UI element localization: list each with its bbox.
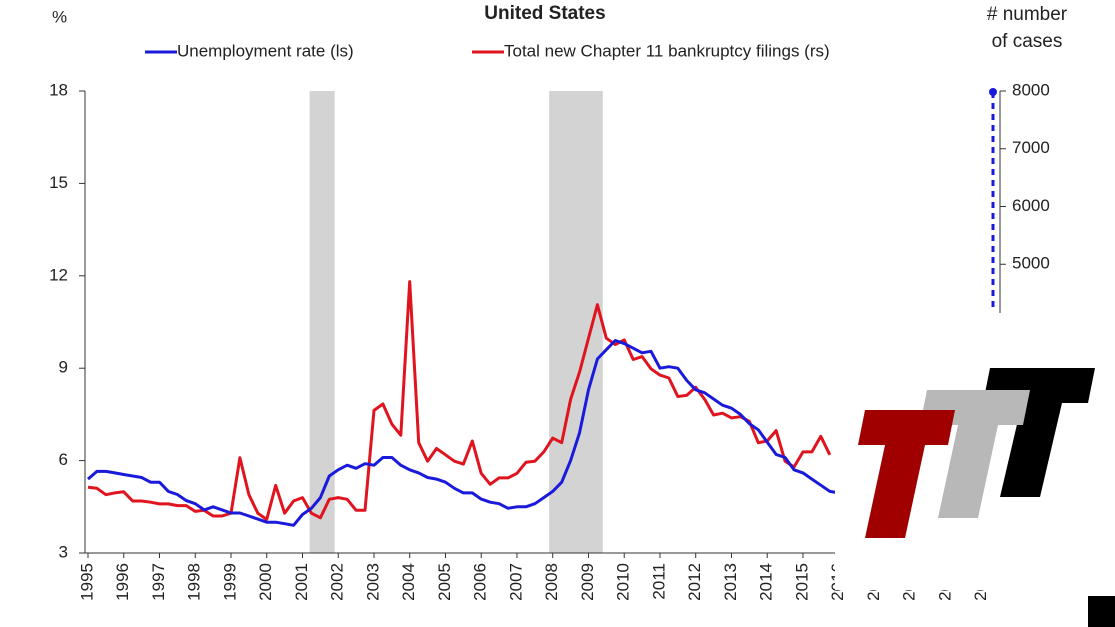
y2-tick-label: 8000 [1012,80,1050,99]
x-tick-label: 2010 [614,563,633,601]
x-tick-label: 2000 [256,563,275,601]
x-tick-label: 2002 [328,563,347,601]
x-tick-label: 2003 [363,563,382,601]
decoration [989,88,997,96]
x-tick-label: 2015 [792,563,811,601]
x-tick-label: 1995 [77,563,96,601]
logo [835,313,1115,627]
x-tick-label: 2005 [435,563,454,601]
y-tick-label: 12 [49,265,68,284]
x-tick-label: 2007 [506,563,525,601]
x-tick-label: 2011 [649,563,668,600]
y-tick-label: 3 [59,542,68,561]
y-tick-label: 18 [49,80,68,99]
x-tick-label: 1998 [185,563,204,601]
y-tick-label: 6 [59,450,68,469]
y-tick-label: 15 [49,173,68,192]
legend-label: Total new Chapter 11 bankruptcy filings … [504,41,830,60]
logo-letter [858,410,955,538]
x-tick-label: 1999 [220,563,239,601]
y-axis-title: % [52,7,67,26]
x-tick-label: 2009 [578,563,597,601]
x-tick-label: 2001 [292,563,311,601]
x-tick-label: 2012 [685,563,704,601]
y-tick-label: 9 [59,358,68,377]
y2-tick-label: 6000 [1012,196,1050,215]
legend-label: Unemployment rate (ls) [177,41,354,60]
chart-title: United States [484,3,605,24]
x-tick-label: 2008 [542,563,561,601]
x-tick-label: 2014 [757,563,776,601]
x-tick-label: 2006 [471,563,490,601]
y2-tick-label: 7000 [1012,138,1050,157]
logo-background [1088,596,1115,627]
x-tick-label: 2013 [721,563,740,601]
x-tick-label: 2004 [399,563,418,601]
series-line [87,280,832,521]
series-line [87,339,839,527]
x-tick-label: 1996 [113,563,132,601]
y2-axis-title: # number [987,4,1068,25]
x-tick-label: 1997 [149,563,168,601]
y2-axis-title: of cases [992,31,1063,52]
recession-band [309,91,335,553]
y2-tick-label: 5000 [1012,254,1050,273]
recession-band [549,91,603,553]
